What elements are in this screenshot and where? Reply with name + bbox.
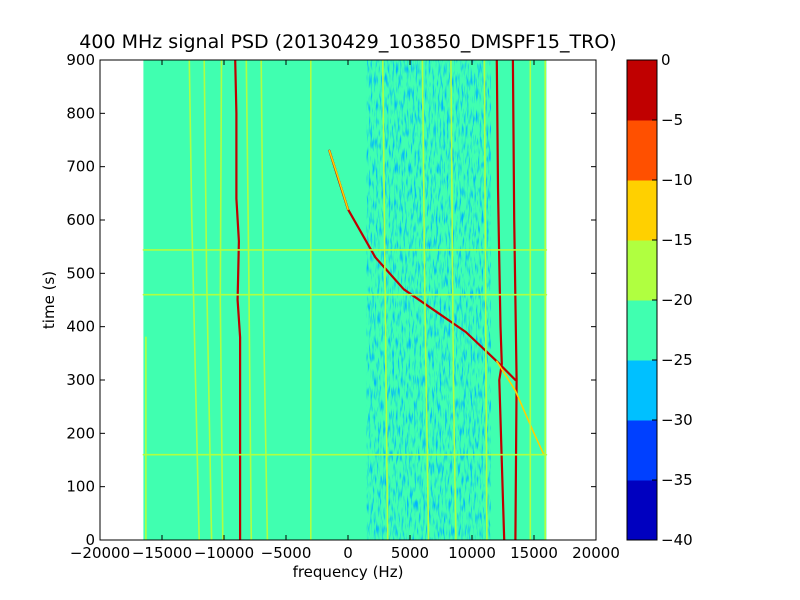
signal-trace-2 xyxy=(495,60,506,540)
signal-trace-5 xyxy=(328,149,349,211)
x-tick-label: 5000 xyxy=(391,544,429,562)
plot-area xyxy=(99,59,597,541)
colorbar-tick-label: 0 xyxy=(661,51,671,69)
series-layer xyxy=(142,60,548,540)
colorbar-segment xyxy=(627,180,657,241)
y-tick-label: 900 xyxy=(66,51,95,69)
y-tick-label: 600 xyxy=(66,211,95,229)
y-tick-label: 300 xyxy=(66,371,95,389)
chart-title: 400 MHz signal PSD (20130429_103850_DMSP… xyxy=(79,31,616,53)
colorbar-segment xyxy=(627,120,657,181)
signal-trace-4 xyxy=(328,149,517,382)
x-tick-label: −10000 xyxy=(194,544,254,562)
y-tick-label: 500 xyxy=(66,264,95,282)
x-tick-label: 20000 xyxy=(572,544,620,562)
colorbar-segment xyxy=(627,420,657,481)
y-axis: 0 100 200 300 400 500 600 700 800 900 xyxy=(66,51,596,549)
colorbar: 0 −5 −10 −15 −20 −25 −30 −35 −40 xyxy=(626,51,693,549)
x-tick-label: −20000 xyxy=(70,544,130,562)
signal-trace-10 xyxy=(219,60,224,540)
x-tick-label: 15000 xyxy=(510,544,558,562)
y-tick-label: 200 xyxy=(66,424,95,442)
colorbar-segment xyxy=(627,60,657,121)
signal-trace-11 xyxy=(245,60,253,540)
colorbar-tick-label: −25 xyxy=(661,351,693,369)
y-tick-label: 0 xyxy=(85,531,95,549)
signal-trace-17 xyxy=(483,60,488,540)
colorbar-tick-label: −10 xyxy=(661,171,693,189)
signal-trace-8 xyxy=(188,60,200,540)
signal-trace-16 xyxy=(450,60,457,540)
y-tick-label: 700 xyxy=(66,158,95,176)
signal-trace-9 xyxy=(203,60,213,540)
signal-trace-3 xyxy=(511,60,518,540)
colorbar-tick-label: −35 xyxy=(661,471,693,489)
colorbar-segment xyxy=(627,240,657,301)
signal-trace-6 xyxy=(495,360,545,456)
colorbar-tick-label: −15 xyxy=(661,231,693,249)
colorbar-tick-label: −40 xyxy=(661,531,693,549)
x-axis: −20000 −15000 −10000 −5000 0 5000 10000 15000 20… xyxy=(70,60,620,562)
colorbar-segment xyxy=(627,300,657,361)
x-tick-label: 10000 xyxy=(448,544,496,562)
y-axis-label: time (s) xyxy=(40,271,58,329)
colorbar-segment xyxy=(627,480,657,541)
x-axis-label: frequency (Hz) xyxy=(293,563,404,581)
colorbar-tick-label: −20 xyxy=(661,291,693,309)
x-tick-label: −5000 xyxy=(261,544,312,562)
colorbar-tick-label: −5 xyxy=(661,111,683,129)
y-tick-label: 400 xyxy=(66,318,95,336)
signal-trace-14 xyxy=(381,60,389,540)
x-tick-label: −15000 xyxy=(132,544,192,562)
y-tick-label: 800 xyxy=(66,104,95,122)
signal-trace-12 xyxy=(260,60,269,540)
signal-trace-1 xyxy=(234,60,242,540)
signal-trace-15 xyxy=(421,60,430,540)
colorbar-tick-label: −30 xyxy=(661,411,693,429)
colorbar-segment xyxy=(627,360,657,421)
x-tick-label: 0 xyxy=(343,544,353,562)
y-tick-label: 100 xyxy=(66,478,95,496)
